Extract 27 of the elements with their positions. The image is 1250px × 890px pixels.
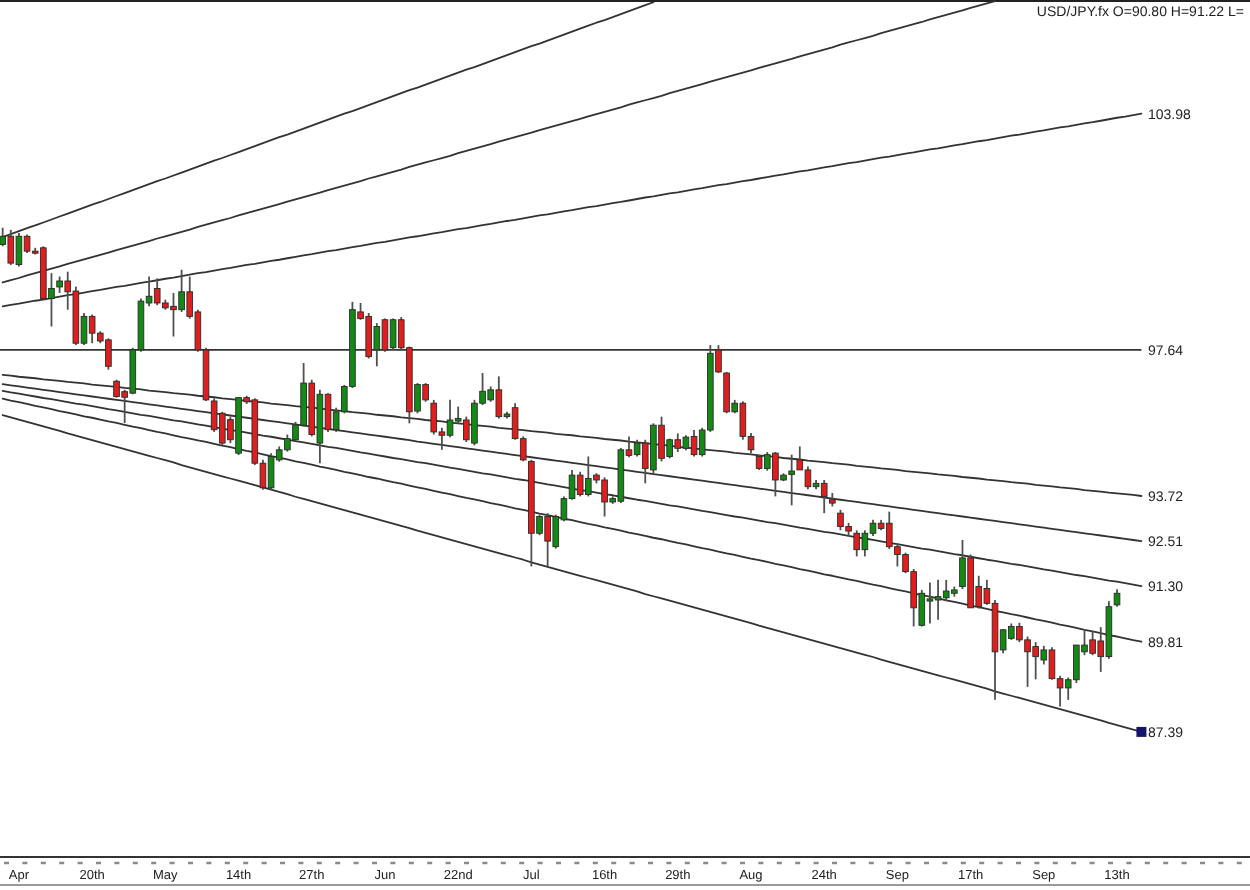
candlestick (446, 398, 454, 439)
candlestick (650, 422, 657, 475)
candlestick (934, 578, 942, 621)
candlestick (544, 512, 551, 568)
candlestick (585, 455, 592, 498)
candlestick (471, 398, 478, 447)
candlestick (430, 398, 438, 436)
line-series (1, 383, 1143, 542)
candlestick (1032, 641, 1039, 681)
candlestick (837, 508, 844, 532)
candlestick (658, 415, 665, 463)
candlestick (926, 581, 934, 625)
candlestick (170, 292, 177, 338)
candlestick (674, 432, 682, 453)
candlestick (804, 465, 812, 491)
candlestick (942, 578, 950, 602)
candlestick (495, 375, 503, 420)
candlestick (1073, 644, 1080, 684)
candlestick (267, 452, 275, 491)
candlestick (885, 510, 893, 550)
candlestick (1048, 646, 1056, 681)
candlestick (820, 479, 828, 515)
candlestick (88, 313, 96, 345)
candlestick (601, 476, 608, 518)
candlestick (861, 529, 869, 558)
candlestick (853, 529, 861, 558)
candlestick (690, 429, 698, 458)
